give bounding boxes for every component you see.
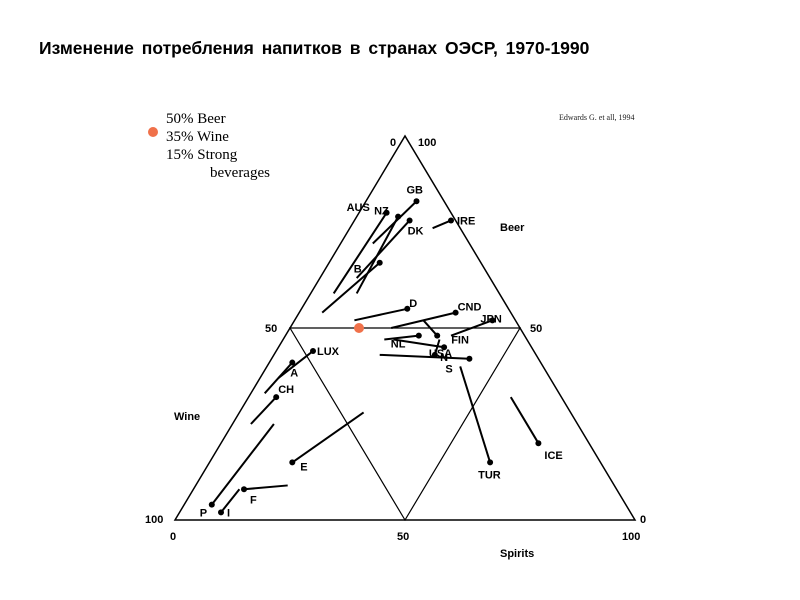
trajectory-d [354,307,408,322]
legend-line-beverages: beverages [210,165,270,181]
trajectory-a [263,361,294,394]
point-f [241,486,247,493]
trajectory-lux [277,350,314,379]
point-nz [395,213,402,220]
trajectory-fin [422,319,438,337]
beer-axis-label: Beer [500,222,525,234]
point-fin [434,332,441,339]
label-a: A [290,368,298,380]
trajectory-n [393,338,445,349]
spirits-tick-50: 50 [397,531,409,543]
trajectory-aus [332,212,388,294]
label-p: P [200,508,207,520]
spirits-axis-label: Spirits [500,548,534,560]
point-ice [535,440,542,447]
label-dk: DK [408,225,424,237]
trajectory-tur [459,366,492,463]
label-i: I [227,507,230,519]
point-gb [413,198,420,205]
legend-line-beer: 50% Beer [166,111,226,127]
label-ice: ICE [544,450,562,462]
trajectory-e [291,411,365,464]
source-note: Edwards G. et all, 1994 [559,113,635,122]
point-tur [487,459,494,466]
beer-tick-50: 50 [530,323,542,335]
label-nl: NL [391,339,406,351]
point-jpn [489,317,496,324]
trajectory-nl [384,334,419,341]
point-cnd [452,309,459,316]
point-lux [310,348,316,355]
point-b [376,259,383,266]
trajectory-p [211,423,275,506]
apex-tick-0: 0 [390,137,396,149]
point-p [208,501,215,508]
label-b: B [354,264,362,276]
label-f: F [250,494,257,506]
point-ch [273,394,280,401]
label-fin: FIN [451,335,469,347]
point-ire [448,217,454,224]
spirits-tick-0: 0 [170,531,176,543]
trajectory-ice [509,396,540,444]
trajectory-ch [250,396,277,425]
point-aus [383,209,390,216]
beer-tick-0: 0 [640,514,646,526]
label-ire: IRE [457,215,475,227]
point-a [289,359,296,366]
trajectory-ire [432,219,452,230]
point-d [404,305,411,312]
label-e: E [300,461,307,473]
reference-point [354,323,364,333]
label-ch: CH [278,384,294,396]
wine-axis-label: Wine [174,411,200,423]
point-s [466,355,473,362]
trajectory-s [379,353,470,360]
point-nl [415,332,422,339]
wine-tick-100: 100 [145,514,163,526]
label-gb: GB [407,184,424,196]
label-lux: LUX [317,346,340,358]
legend-line-wine: 35% Wine [166,129,229,145]
label-s: S [445,364,452,376]
trajectory-jpn [450,319,493,337]
legend-line-strong: 15% Strong [166,147,238,163]
legend: 50% Beer 35% Wine 15% Strong beverages [166,110,270,182]
trajectory-i [220,488,241,513]
point-e [289,459,296,466]
point-n [441,344,448,351]
wine-tick-50: 50 [265,323,277,335]
country-trajectories: GBNZAUSIREDKBDCNDJPNFINNNLUSASLUXACHEFPI… [200,184,563,519]
trajectory-f [243,484,288,491]
label-jpn: JPN [480,313,501,325]
trajectory-dk [355,219,411,279]
point-i [218,509,224,516]
label-d: D [409,298,417,310]
label-aus: AUS [347,202,370,214]
trajectory-b [321,261,381,314]
spirits-tick-100: 100 [622,531,640,543]
apex-tick-100: 100 [418,137,436,149]
point-dk [406,217,413,224]
label-tur: TUR [478,469,501,481]
label-cnd: CND [458,302,482,314]
page-title: Изменение потребления напитков в странах… [39,38,590,58]
legend-marker [148,127,158,137]
